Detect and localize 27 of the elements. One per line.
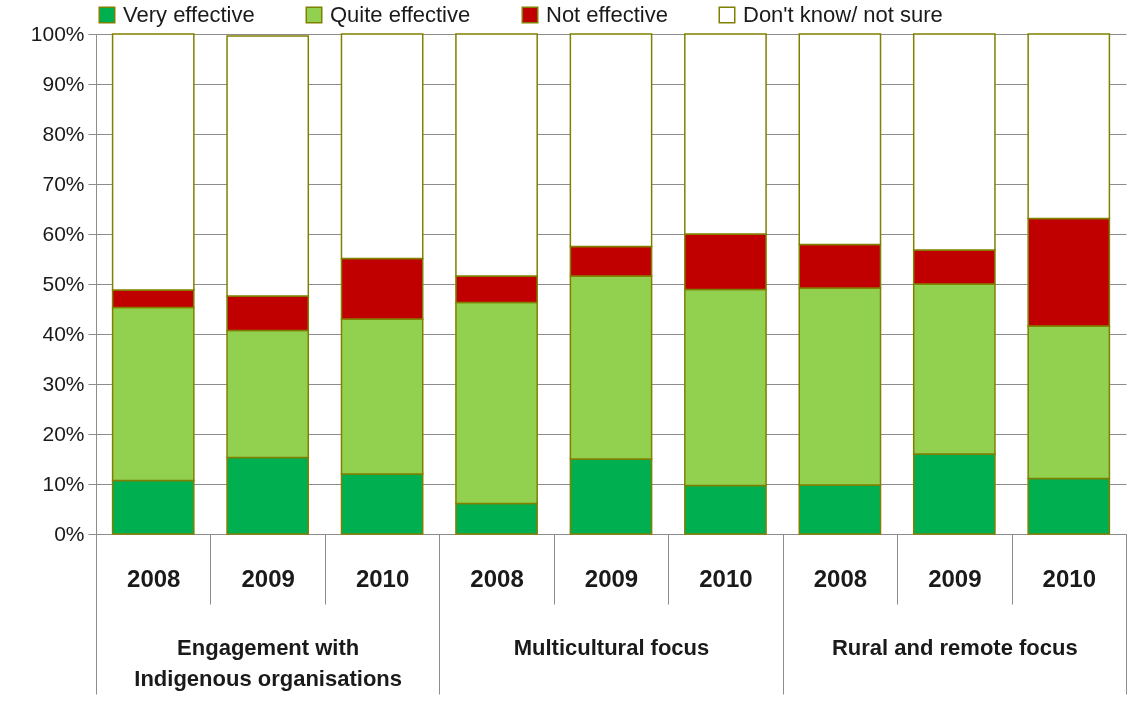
y-tick-label: 20%	[42, 421, 85, 445]
y-tick-label: 100%	[30, 21, 85, 45]
legend-label: Quite effective	[330, 2, 471, 27]
x-tick-label: 2010	[699, 564, 753, 592]
text: Engagement with Indigenous organisations	[134, 634, 403, 691]
x-tick-label: 2008	[813, 564, 868, 592]
legend-label: Don't know/ not sure	[743, 2, 943, 27]
x-tick-label: 2009	[584, 564, 639, 592]
legend-label: Very effective	[123, 2, 255, 27]
text: Rural and remote focus	[831, 634, 1078, 660]
y-tick-label: 30%	[42, 371, 85, 395]
y-tick-label: 60%	[42, 221, 85, 245]
y-tick-label: 90%	[42, 71, 85, 95]
y-tick-label: 0%	[54, 521, 85, 545]
y-tick-label: 10%	[42, 471, 85, 495]
x-tick-label: 2009	[241, 564, 295, 592]
y-tick-label: 50%	[42, 271, 85, 295]
x-tick-label: 2008	[127, 564, 181, 592]
x-tick-label: 2010	[355, 564, 410, 592]
x-tick-label: 2010	[1042, 564, 1096, 592]
legend-label: Not effective	[546, 2, 668, 27]
y-tick-label: 70%	[42, 171, 85, 195]
x-tick-label: 2009	[928, 564, 982, 592]
y-tick-label: 80%	[42, 121, 85, 145]
y-tick-label: 40%	[42, 321, 85, 345]
x-tick-label: 2008	[470, 564, 524, 592]
text: Multicultural focus	[513, 634, 710, 660]
